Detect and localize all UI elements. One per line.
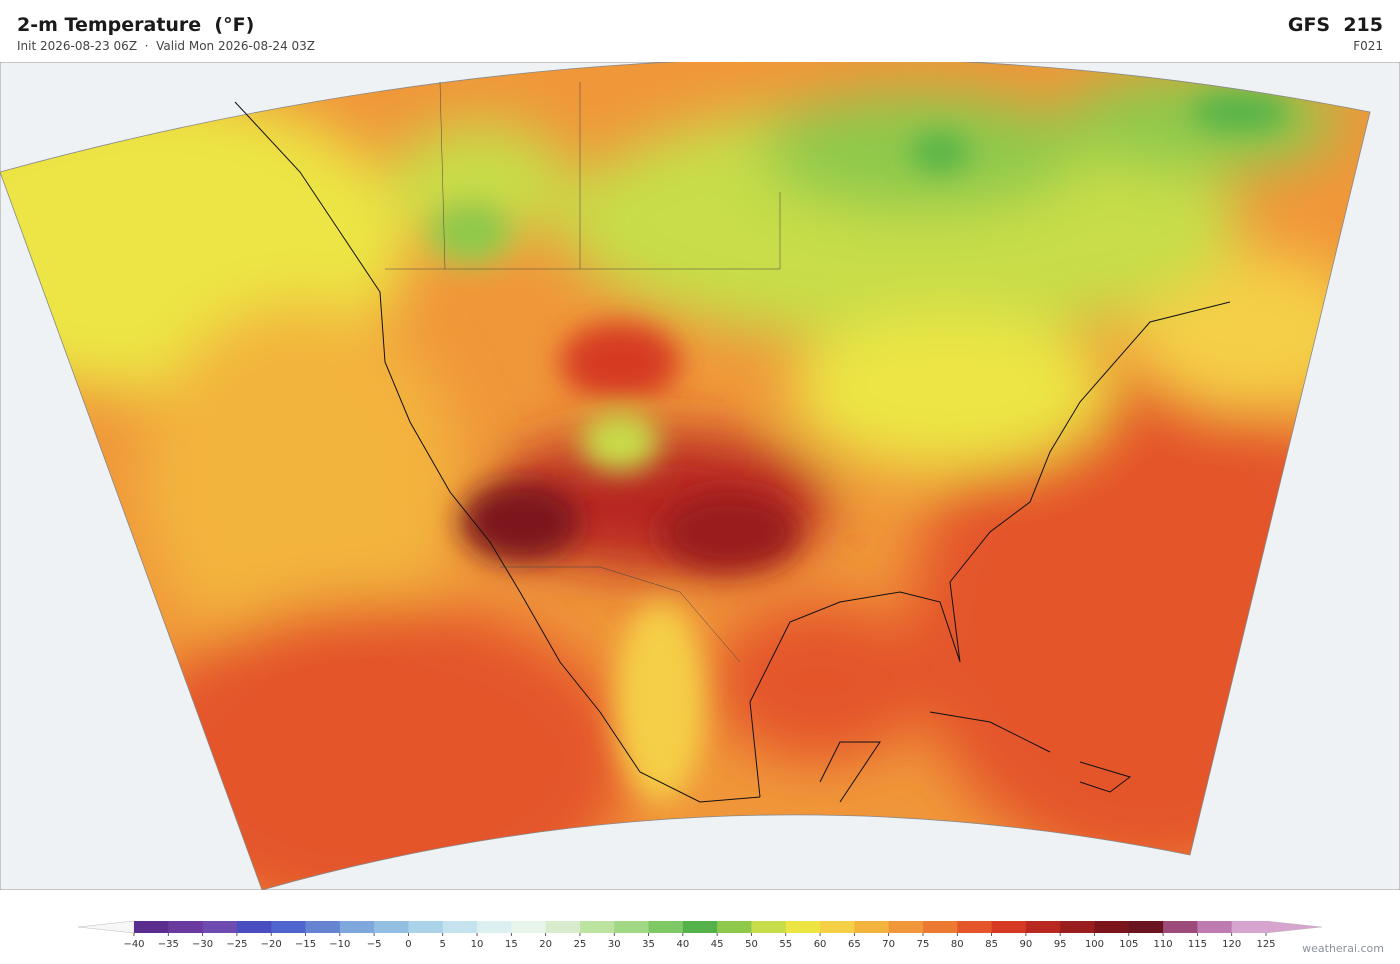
colorbar-swatch xyxy=(477,921,512,933)
colorbar-swatch xyxy=(545,921,581,933)
colorbar-swatch xyxy=(957,921,992,933)
colorbar-tick-label: 55 xyxy=(779,939,792,950)
colorbar-swatch xyxy=(785,921,821,933)
colorbar-tick-label: 5 xyxy=(440,939,446,950)
colorbar-swatch xyxy=(408,921,444,933)
colorbar-tick-label: 30 xyxy=(608,939,621,950)
colorbar-swatch xyxy=(236,921,272,933)
colorbar-tick-label: −20 xyxy=(261,939,282,950)
map xyxy=(0,62,1400,890)
colorbar-tick-label: 95 xyxy=(1054,939,1067,950)
colorbar-swatch xyxy=(1163,921,1198,933)
watermark: weatherai.com xyxy=(1302,942,1384,955)
colorbar-tick-label: 0 xyxy=(405,939,411,950)
colorbar-tick-label: 75 xyxy=(917,939,930,950)
colorbar-tick-label: 35 xyxy=(642,939,655,950)
colorbar-swatch xyxy=(1060,921,1095,933)
colorbar-tick-label: −15 xyxy=(295,939,316,950)
colorbar-swatch xyxy=(682,921,718,933)
title: 2-m Temperature (°F) xyxy=(17,14,255,36)
colorbar-tick-label: 10 xyxy=(471,939,484,950)
colorbar: −40 −35 −30 −25 −20 −15 −10 −5 0 5 10 15 20 25 30 35 40 4… xyxy=(77,920,1323,950)
colorbar-swatch xyxy=(339,921,375,933)
colorbar-tick-label: −35 xyxy=(158,939,179,950)
colorbar-tick-label: −25 xyxy=(226,939,247,950)
colorbar-tick-label: −40 xyxy=(123,939,144,950)
colorbar-swatch xyxy=(820,921,855,933)
colorbar-swatch xyxy=(374,921,409,933)
colorbar-swatch xyxy=(1231,921,1267,933)
colorbar-tick-label: 115 xyxy=(1188,939,1207,950)
colorbar-swatch xyxy=(1094,921,1130,933)
colorbar-tick-label: 15 xyxy=(505,939,518,950)
forecast-hour: F021 xyxy=(1353,39,1383,53)
colorbar-tick-label: 100 xyxy=(1085,939,1104,950)
colorbar-tick-label: −5 xyxy=(367,939,382,950)
colorbar-swatch xyxy=(717,921,752,933)
subtitle: Init 2026-08-23 06Z · Valid Mon 2026-08-… xyxy=(17,39,316,53)
domain-outline xyxy=(0,62,1371,890)
model-label: GFS 215 xyxy=(1287,14,1383,36)
coastlines xyxy=(234,101,1231,803)
colorbar-swatch xyxy=(134,921,169,933)
colorbar-swatch xyxy=(751,921,787,933)
colorbar-swatch xyxy=(442,921,478,933)
colorbar-tick-label: 80 xyxy=(951,939,964,950)
colorbar-swatch xyxy=(1128,921,1164,933)
colorbar-swatch xyxy=(511,921,547,933)
colorbar-tick-label: 125 xyxy=(1256,939,1275,950)
colorbar-swatch xyxy=(168,921,204,933)
colorbar-tick-label: 90 xyxy=(1020,939,1033,950)
colorbar-swatch xyxy=(1197,921,1233,933)
colorbar-tick-label: 40 xyxy=(676,939,689,950)
colorbar-swatch xyxy=(271,921,306,933)
colorbar-tick-label: 50 xyxy=(745,939,758,950)
colorbar-swatch xyxy=(922,921,958,933)
colorbar-tick-label: 60 xyxy=(814,939,827,950)
colorbar-tick-label: 105 xyxy=(1119,939,1138,950)
colorbar-tick-label: 20 xyxy=(539,939,552,950)
colorbar-swatch xyxy=(854,921,890,933)
borders xyxy=(385,81,781,663)
colorbar-swatch xyxy=(1025,921,1061,933)
colorbar-swatch xyxy=(202,921,238,933)
colorbar-swatch xyxy=(305,921,341,933)
colorbar-tick-label: 85 xyxy=(985,939,998,950)
colorbar-tick-label: 45 xyxy=(711,939,724,950)
colorbar-swatch xyxy=(991,921,1027,933)
colorbar-swatch xyxy=(888,921,924,933)
colorbar-tick-label: 70 xyxy=(882,939,895,950)
colorbar-under xyxy=(77,920,135,934)
colorbar-tick-label: 25 xyxy=(574,939,587,950)
colorbar-swatch xyxy=(648,921,684,933)
colorbar-swatch xyxy=(579,921,615,933)
colorbar-tick-label: −30 xyxy=(192,939,213,950)
colorbar-swatch xyxy=(614,921,649,933)
colorbar-over xyxy=(1265,920,1323,934)
colorbar-tick-label: 110 xyxy=(1154,939,1173,950)
colorbar-tick-label: 120 xyxy=(1222,939,1241,950)
colorbar-tick-label: −10 xyxy=(329,939,350,950)
colorbar-tick-label: 65 xyxy=(848,939,861,950)
